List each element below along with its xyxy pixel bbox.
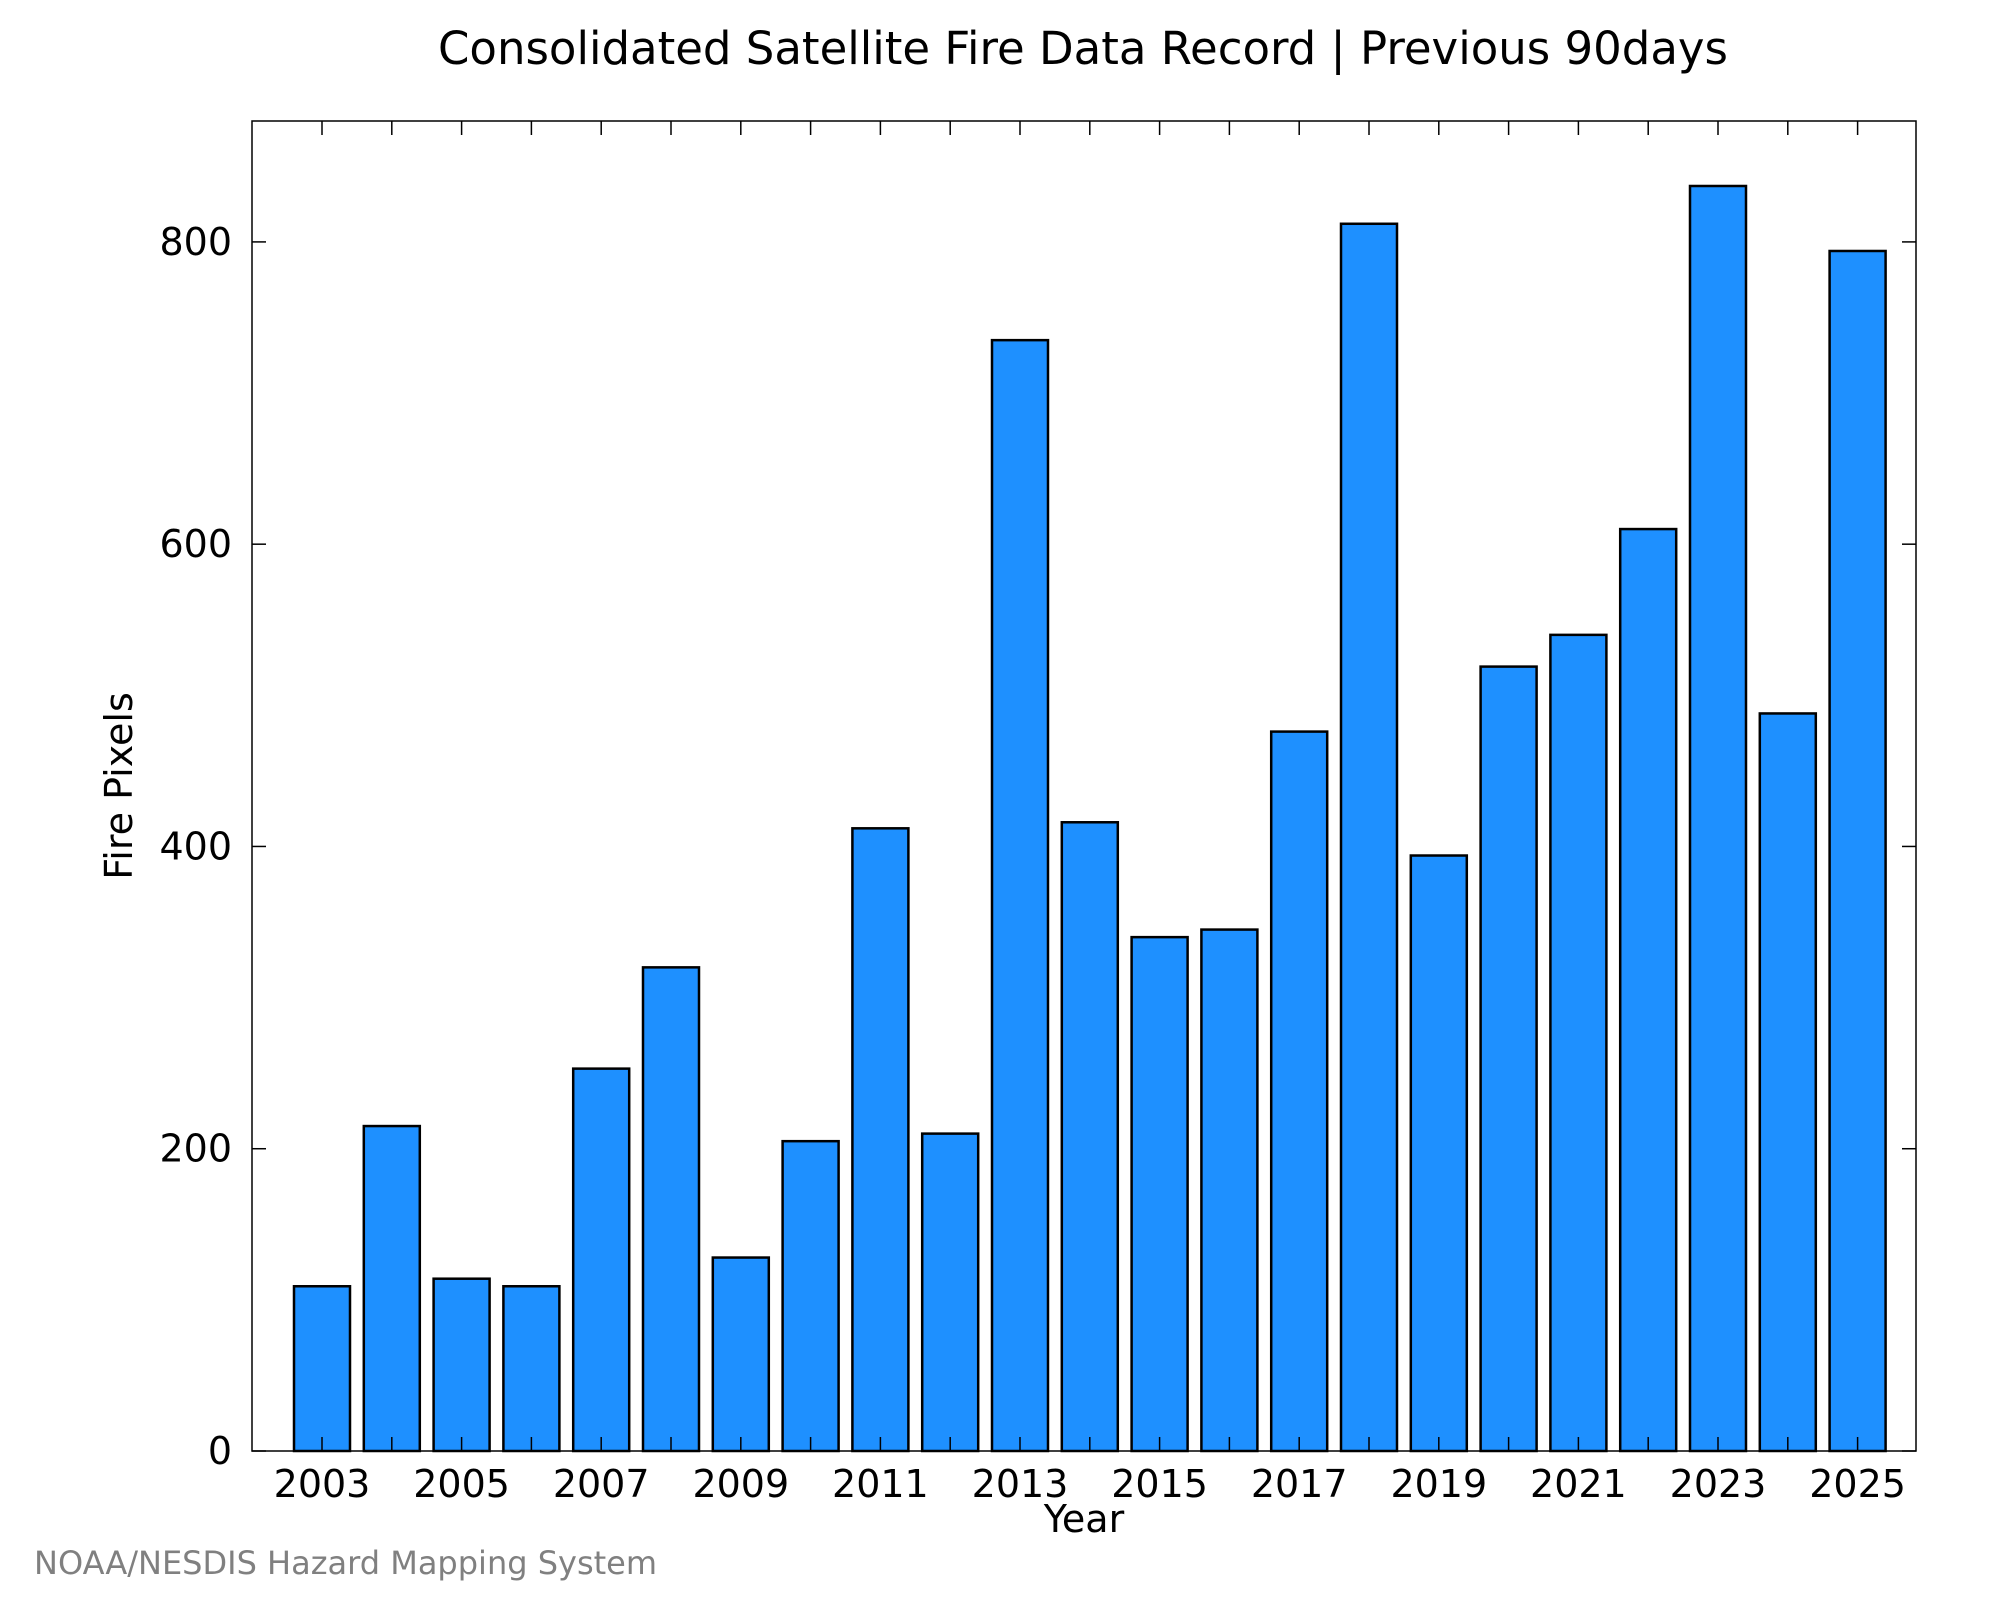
y-tick-label-600: 600 (159, 522, 232, 566)
y-axis-label: Fire Pixels (97, 692, 141, 880)
y-tick-label-400: 400 (159, 824, 232, 868)
bar-2021 (1549, 633, 1608, 1453)
x-tick-label-2007: 2007 (553, 1462, 650, 1506)
bar-2004 (362, 1124, 422, 1453)
x-tick-label-2021: 2021 (1530, 1462, 1627, 1506)
bar-2003 (292, 1285, 352, 1453)
y-tick-label-200: 200 (159, 1127, 232, 1171)
credit-text: NOAA/NESDIS Hazard Mapping System (34, 1544, 657, 1582)
plot-frame (251, 120, 1917, 1452)
bar-2007 (571, 1067, 631, 1453)
bar-2023 (1688, 184, 1748, 1453)
y-tick-labels: 0 200 400 600 800 (159, 220, 232, 1473)
bar-2006 (502, 1285, 561, 1453)
bar-2018 (1339, 222, 1399, 1453)
x-tick-label-2025: 2025 (1809, 1462, 1906, 1506)
x-tick-label-2015: 2015 (1111, 1462, 1208, 1506)
bar-2014 (1060, 821, 1120, 1453)
bar-2009 (711, 1256, 771, 1453)
bars-group (292, 184, 1887, 1453)
x-tick-label-2009: 2009 (692, 1462, 789, 1506)
bar-2012 (920, 1132, 980, 1453)
bar-2016 (1200, 928, 1259, 1453)
x-tick-label-2013: 2013 (972, 1462, 1069, 1506)
chart-title: Consolidated Satellite Fire Data Record … (438, 22, 1728, 75)
x-tick-label-2005: 2005 (413, 1462, 510, 1506)
bar-2015 (1130, 935, 1189, 1453)
bar-2013 (990, 338, 1050, 1453)
bar-2022 (1618, 527, 1678, 1453)
bar-2010 (781, 1139, 840, 1453)
bar-2008 (641, 966, 701, 1453)
x-tick-label-2017: 2017 (1251, 1462, 1348, 1506)
x-tick-label-2019: 2019 (1390, 1462, 1487, 1506)
bar-2017 (1269, 730, 1329, 1453)
x-tick-label-2023: 2023 (1670, 1462, 1767, 1506)
y-tick-label-800: 800 (159, 220, 232, 264)
x-tick-labels: 2003 2005 2007 2009 2011 2013 2015 2017 2019 2021… (274, 1462, 1906, 1506)
x-tick-label-2011: 2011 (832, 1462, 929, 1506)
bar-2024 (1758, 712, 1818, 1453)
bar-2020 (1479, 665, 1538, 1453)
bar-2019 (1409, 854, 1469, 1453)
bar-2005 (432, 1277, 491, 1453)
x-tick-label-2003: 2003 (274, 1462, 371, 1506)
x-axis-label: Year (1043, 1497, 1125, 1541)
ticks-group (252, 121, 1916, 1452)
bar-2011 (851, 827, 910, 1453)
bar-2025 (1828, 249, 1887, 1453)
y-tick-label-0: 0 (208, 1429, 232, 1473)
